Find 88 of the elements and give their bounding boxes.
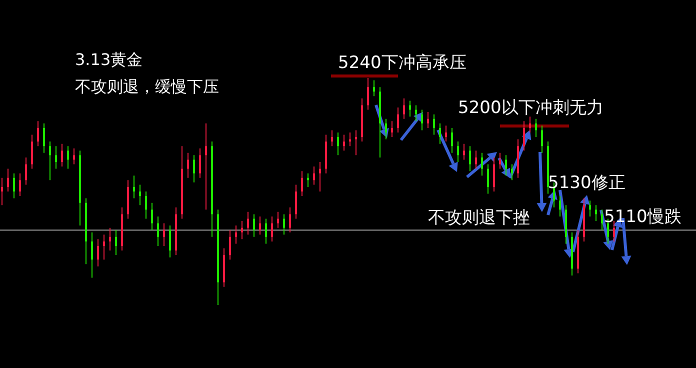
text: 3.13黄金 (75, 50, 143, 69)
candlestick (391, 120, 393, 138)
candlestick (49, 141, 51, 181)
candlestick (589, 200, 591, 217)
candlestick (499, 152, 501, 170)
candlestick (457, 141, 459, 162)
candlestick (421, 109, 423, 131)
candlestick (277, 211, 279, 228)
candlestick (397, 107, 399, 133)
candlestick (271, 216, 273, 242)
candlestick (163, 222, 165, 246)
candlestick (247, 211, 249, 236)
candlestick (7, 168, 9, 192)
candlestick (199, 148, 201, 178)
candlestick (475, 150, 477, 170)
candlestick (559, 196, 561, 217)
candlestick (229, 230, 231, 260)
candlestick (469, 146, 471, 172)
candlestick (415, 104, 417, 122)
candlestick (259, 216, 261, 236)
candlestick (523, 120, 525, 152)
candlestick (55, 146, 57, 170)
candlestick (301, 170, 303, 197)
annotation: 5130修正 (548, 173, 626, 193)
candlestick (235, 225, 237, 244)
candlestick (529, 116, 531, 133)
candlestick (373, 80, 375, 97)
candlestick (295, 184, 297, 220)
candlestick (505, 154, 507, 176)
candlestick (487, 164, 489, 194)
candlestick (265, 218, 267, 244)
candlestick (145, 191, 147, 220)
candlestick (493, 156, 495, 192)
candlestick (535, 118, 537, 138)
candlestick (13, 172, 15, 199)
candlestick (607, 218, 609, 244)
candlestick (19, 172, 21, 197)
candlestick (43, 122, 45, 154)
candlestick (511, 164, 513, 181)
candlestick (601, 209, 603, 231)
candlestick (253, 214, 255, 238)
candlestick (463, 143, 465, 160)
candlestick (169, 225, 171, 258)
annotation: 5110慢跌 (604, 207, 682, 227)
candlestick (439, 122, 441, 144)
candlestick (151, 202, 153, 231)
candlestick (319, 161, 321, 192)
candlestick (283, 214, 285, 236)
candlestick (67, 146, 69, 170)
candlestick (37, 120, 39, 147)
candlestick (409, 100, 411, 118)
candlestick (289, 206, 291, 233)
candlestick (115, 230, 117, 256)
candlestick (403, 98, 405, 120)
candlestick (385, 118, 387, 140)
annotation: 不攻则退下挫 (428, 208, 530, 228)
candlestick (331, 130, 333, 147)
candlestick (157, 216, 159, 246)
candlestick (205, 122, 207, 210)
candlestick (613, 220, 615, 242)
candlestick (139, 184, 141, 206)
candlestick (433, 114, 435, 136)
candlestick (103, 234, 105, 260)
candlestick (31, 134, 33, 170)
candlestick (427, 112, 429, 128)
candlestick (97, 238, 99, 267)
candlestick (355, 130, 357, 156)
candlestick (25, 156, 27, 186)
candlestick (1, 177, 3, 206)
annotation: 5200以下冲刺无力 (458, 98, 604, 118)
candlestick (187, 152, 189, 178)
candlestick (481, 152, 483, 176)
annotation: 不攻则退，缓慢下压 (75, 77, 219, 96)
candlestick (367, 78, 369, 110)
candlestick (133, 175, 135, 199)
text: 5240下冲高承压 (338, 53, 466, 73)
candlestick (451, 127, 453, 154)
candlestick (313, 166, 315, 186)
candlestick (73, 148, 75, 165)
candlestick (91, 232, 93, 278)
candlestick (343, 134, 345, 152)
candlestick (445, 125, 447, 142)
candlestick (193, 154, 195, 183)
candlestick (109, 227, 111, 252)
candlestick (241, 220, 243, 240)
candlestick (61, 143, 63, 168)
candlestick (595, 204, 597, 222)
candlestick (337, 132, 339, 156)
